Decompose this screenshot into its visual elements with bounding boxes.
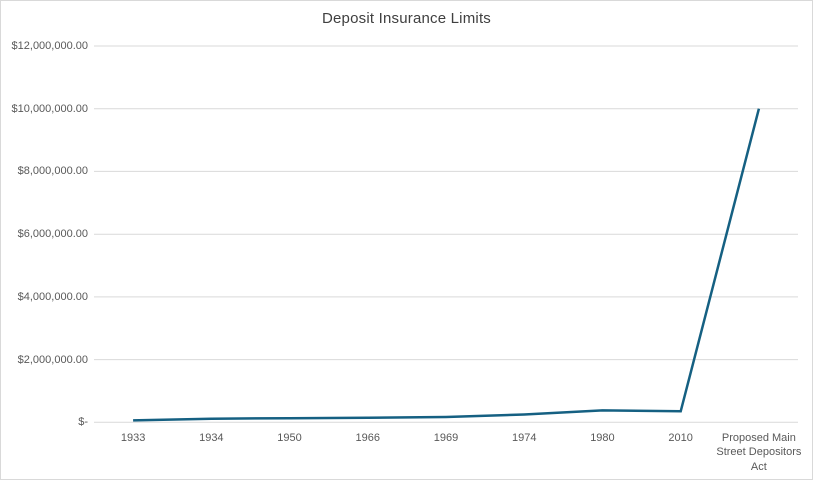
y-axis-tick-label: $4,000,000.00: [17, 290, 88, 303]
series-line: [133, 108, 761, 422]
x-axis-tick-label: 1980: [590, 432, 615, 444]
y-axis-tick-label: $2,000,000.00: [17, 353, 88, 366]
y-axis-tick-label: $-: [78, 416, 88, 429]
y-axis-tick-label: $8,000,000.00: [17, 165, 88, 178]
x-axis-tick-label: 1966: [355, 432, 380, 444]
chart-title: Deposit Insurance Limits: [321, 10, 492, 27]
y-axis-tick-label: $10,000,000.00: [11, 102, 88, 115]
y-axis-tick-label: $12,000,000.00: [11, 40, 88, 52]
x-axis-tick-label: 2010: [668, 432, 693, 444]
x-axis-tick-label: 1974: [511, 432, 537, 444]
y-axis-tick-label: $6,000,000.00: [17, 228, 88, 241]
x-axis-tick-label: 1933: [120, 432, 146, 444]
x-axis-tick-label: 1934: [199, 432, 224, 444]
x-axis-tick-label: 1969: [433, 432, 459, 444]
x-axis-tick-label: 1950: [277, 432, 302, 444]
x-axis-tick-label: Proposed Main Street Depositors Act: [716, 432, 802, 473]
